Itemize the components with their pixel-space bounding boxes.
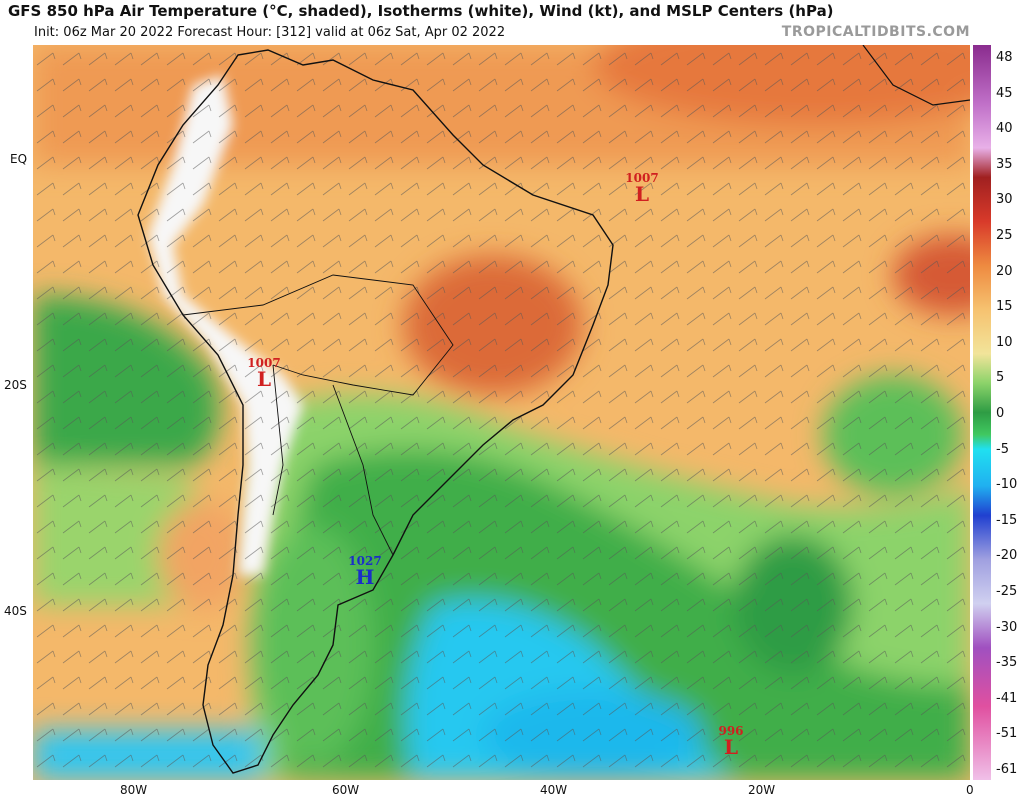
colorbar-tick-label: 5	[996, 370, 1005, 386]
lat-label-eq: EQ	[10, 152, 28, 166]
temperature-colorbar	[973, 45, 991, 780]
colorbar-tick-label: -30	[996, 619, 1018, 635]
colorbar-tick-label: 15	[996, 299, 1013, 315]
colorbar-tick-label: 35	[996, 156, 1013, 172]
lat-label-20s: 20S	[4, 378, 27, 392]
colorbar-tick-label: 25	[996, 228, 1013, 243]
lon-label-80w: 80W	[120, 783, 148, 797]
map-title: GFS 850 hPa Air Temperature (°C, shaded)…	[8, 2, 834, 20]
colorbar-tick-label: 40	[996, 121, 1013, 137]
lon-label-40w: 40W	[540, 783, 568, 797]
high-center-argentina: 1027 H	[348, 554, 382, 589]
low-center-atlantic: 1007 L	[625, 171, 659, 206]
colorbar-tick-label: 0	[996, 406, 1005, 421]
colorbar-tick-label: -25	[996, 584, 1018, 599]
colorbar-tick-label: -51	[996, 726, 1018, 742]
lon-label-0: 0	[966, 783, 974, 797]
wind-barbs	[33, 45, 970, 780]
colorbar-tick-label: 20	[996, 263, 1013, 279]
colorbar-tick-label: -61	[996, 762, 1018, 777]
colorbar-tick-label: -5	[996, 441, 1009, 457]
low-center-south-atlantic: 996 L	[718, 724, 744, 759]
lon-label-20w: 20W	[748, 783, 776, 797]
coastline	[137, 49, 614, 774]
colorbar-tick-label: -10	[996, 477, 1018, 493]
colorbar-tick-label: 10	[996, 334, 1013, 350]
temperature-field	[33, 45, 970, 780]
colorbar-tick-label: -20	[996, 548, 1018, 564]
colorbar-tick-label: -15	[996, 512, 1018, 528]
colorbar-tick-label: 45	[996, 85, 1013, 101]
weather-map[interactable]: 1007 L 1007 L 1027 H 996 L	[33, 45, 970, 780]
colorbar-tick-label: -41	[996, 690, 1018, 706]
lon-label-60w: 60W	[332, 783, 360, 797]
colorbar-tick-label: 30	[996, 192, 1013, 208]
site-credit[interactable]: TROPICALTIDBITS.COM	[781, 24, 970, 40]
lat-label-40s: 40S	[4, 604, 27, 618]
low-center-andes: 1007 L	[247, 356, 281, 391]
map-subtitle: Init: 06z Mar 20 2022 Forecast Hour: [31…	[34, 25, 506, 40]
colorbar-tick-label: 48	[996, 50, 1013, 65]
colorbar-tick-label: -35	[996, 655, 1018, 671]
borders	[182, 274, 454, 556]
